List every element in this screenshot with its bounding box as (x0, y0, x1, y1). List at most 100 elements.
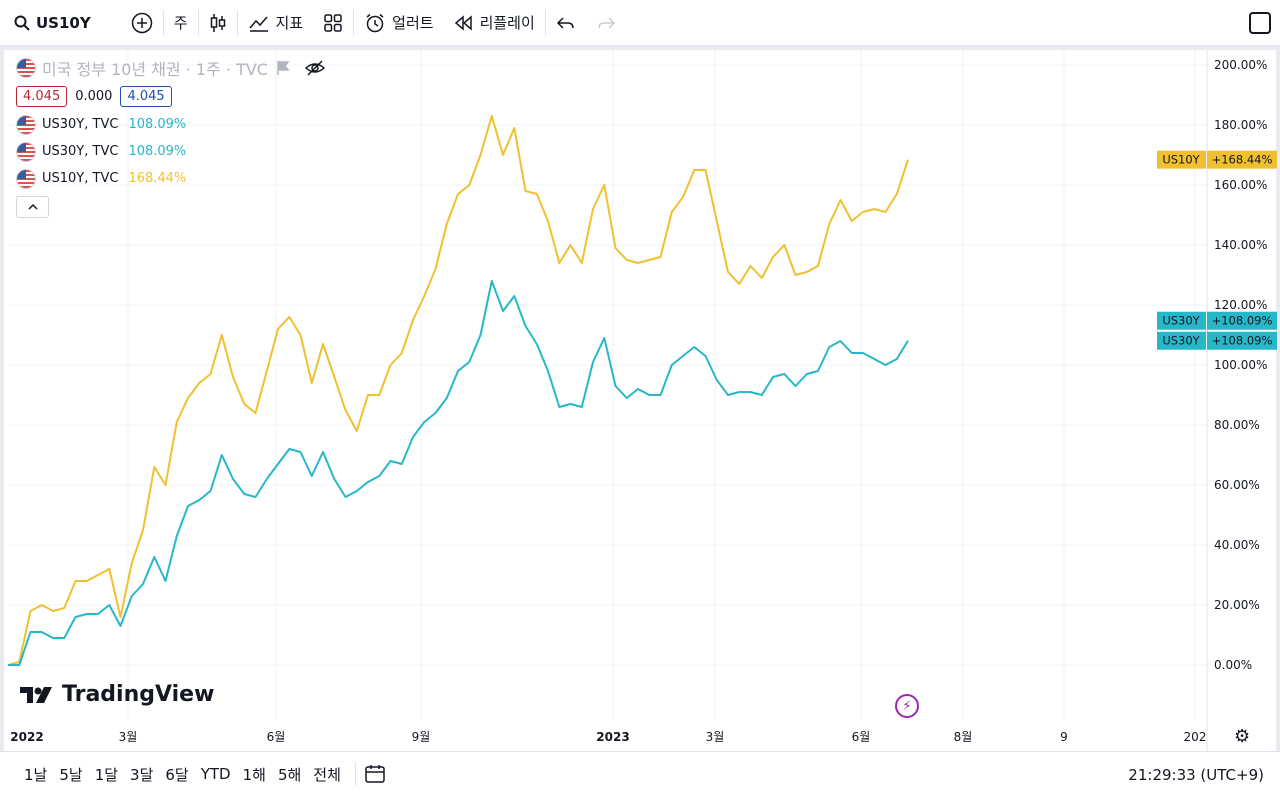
us-flag-icon (16, 114, 36, 135)
range-5d[interactable]: 5날 (59, 765, 83, 784)
series-layer (7, 115, 909, 666)
price-axis-label: 60.00% (1214, 478, 1260, 492)
series-name: US30Y, TVC (42, 117, 119, 132)
fullscreen-button[interactable] (1240, 0, 1280, 46)
chevron-up-icon (27, 203, 38, 210)
tradingview-watermark[interactable]: TradingView (20, 682, 214, 707)
time-axis-label: 2023 (596, 730, 629, 744)
interval-button[interactable]: 주 (164, 0, 198, 46)
legend: 미국 정부 10년 채권 · 1주 · TVC 4.045 0.000 4.04… (16, 56, 326, 218)
gear-icon[interactable]: ⚙ (1234, 726, 1251, 747)
range-1d[interactable]: 1날 (24, 765, 48, 784)
price-axis-label: 120.00% (1214, 298, 1267, 312)
range-1y[interactable]: 1해 (242, 765, 266, 784)
alarm-clock-icon (366, 13, 384, 32)
indicators-button[interactable]: 지표 (238, 0, 314, 46)
undo-icon (556, 16, 574, 29)
time-axis-label: 6월 (267, 730, 286, 744)
price-axis-label: 0.00% (1214, 658, 1252, 672)
series-value: 168.44% (128, 171, 187, 186)
time-axis-label: 3월 (119, 730, 138, 744)
compare-symbol-button[interactable] (121, 0, 163, 46)
grid-icon (324, 13, 342, 32)
plus-circle-icon (131, 12, 152, 33)
clock-timezone[interactable]: 21:29:33 (UTC+9) (1128, 752, 1264, 796)
us-flag-icon (16, 168, 36, 189)
flag-icon[interactable] (274, 59, 292, 77)
legend-title: 미국 정부 10년 채권 · 1주 · TVC (42, 60, 268, 79)
grid-lines (8, 50, 1207, 720)
last-value-number-bg (1207, 150, 1277, 169)
spread-value: 0.000 (75, 89, 113, 104)
range-1m[interactable]: 1달 (94, 765, 119, 784)
last-value-symbol-bg (1157, 150, 1206, 169)
price-axis-label: 40.00% (1214, 538, 1260, 552)
chart-type-button[interactable] (199, 0, 237, 46)
last-value-number: +108.09% (1212, 334, 1273, 348)
ask-value: 4.045 (120, 86, 172, 107)
symbol-search[interactable]: US10Y (0, 0, 121, 46)
last-value-symbol-bg (1157, 311, 1206, 330)
chart-frame (0, 46, 1280, 751)
undo-button[interactable] (546, 0, 586, 46)
last-value-label-us30y: US30Y +108.09% (1157, 311, 1277, 330)
calendar-goto-icon[interactable] (364, 763, 388, 785)
last-value-symbol: US10Y (1162, 153, 1200, 167)
top-toolbar: US10Y 주 지표 (0, 0, 1280, 46)
candles-icon (210, 13, 225, 32)
tradingview-logo-icon (20, 686, 52, 703)
toolbar-divider (353, 9, 355, 36)
series-value: 108.09% (128, 144, 187, 159)
toolbar-divider (236, 9, 238, 36)
time-axis-label: 9 (1060, 730, 1068, 744)
range-3m[interactable]: 3달 (130, 765, 154, 784)
last-value-number-bg (1207, 331, 1277, 350)
series-line-us10y[interactable] (7, 115, 909, 666)
range-all[interactable]: 전체 (313, 765, 341, 784)
alert-label: 얼러트 (392, 14, 434, 32)
last-value-number: +168.44% (1212, 153, 1273, 167)
price-axis[interactable]: 200.00% 180.00% 160.00% 140.00% 120.00% 100.0… (1214, 58, 1267, 672)
time-axis-label: 2022 (10, 730, 43, 744)
price-axis-label: 20.00% (1214, 598, 1260, 612)
last-value-symbol: US30Y (1162, 314, 1200, 328)
ohlc-values: 4.045 0.000 4.045 (16, 86, 326, 107)
legend-collapse-button[interactable] (16, 196, 49, 218)
rewind-icon (454, 14, 472, 31)
eye-hidden-icon[interactable] (304, 59, 326, 77)
bottom-toolbar: 1날 5날 1달 3달 6달 YTD 1해 5해 전체 21:29:33 (UT… (0, 751, 1280, 796)
legend-series-row[interactable]: US30Y, TVC 108.09% (16, 114, 326, 135)
last-value-symbol-bg (1157, 331, 1206, 350)
us-flag-icon (16, 58, 36, 78)
fullscreen-icon (1249, 12, 1271, 34)
last-value-number-bg (1207, 311, 1277, 330)
interval-label: 주 (173, 14, 188, 32)
symbol-label: US10Y (36, 13, 91, 32)
redo-icon (598, 16, 615, 29)
range-6m[interactable]: 6달 (165, 765, 189, 784)
range-ytd[interactable]: YTD (200, 765, 231, 783)
time-axis-label: 3월 (706, 730, 725, 744)
last-value-symbol: US30Y (1162, 334, 1200, 348)
time-axis[interactable]: 2022 3월 6월 9월 2023 3월 6월 8월 9 202 (10, 730, 1206, 744)
bid-value: 4.045 (16, 86, 68, 107)
redo-button[interactable] (586, 0, 626, 46)
indicators-icon (248, 16, 268, 32)
replay-button[interactable]: 리플레이 (444, 0, 545, 46)
series-line-us30y[interactable] (8, 280, 909, 666)
alert-button[interactable]: 얼러트 (354, 0, 443, 46)
legend-title-row[interactable]: 미국 정부 10년 채권 · 1주 · TVC (16, 56, 326, 80)
last-value-label-us30y: US30Y +108.09% (1157, 331, 1277, 350)
indicators-label: 지표 (275, 14, 304, 32)
price-axis-label: 140.00% (1214, 238, 1267, 252)
layouts-button[interactable] (313, 0, 353, 46)
price-axis-label: 200.00% (1214, 58, 1267, 72)
legend-series-row[interactable]: US10Y, TVC 168.44% (16, 168, 326, 189)
series-name: US10Y, TVC (42, 171, 119, 186)
last-value-labels: US10Y +168.44% US30Y +108.09% US30Y +108.09% (1157, 150, 1277, 350)
legend-series-row[interactable]: US30Y, TVC 108.09% (16, 141, 326, 162)
range-5y[interactable]: 5해 (277, 765, 302, 784)
lightning-icon[interactable]: ⚡ (895, 694, 919, 718)
